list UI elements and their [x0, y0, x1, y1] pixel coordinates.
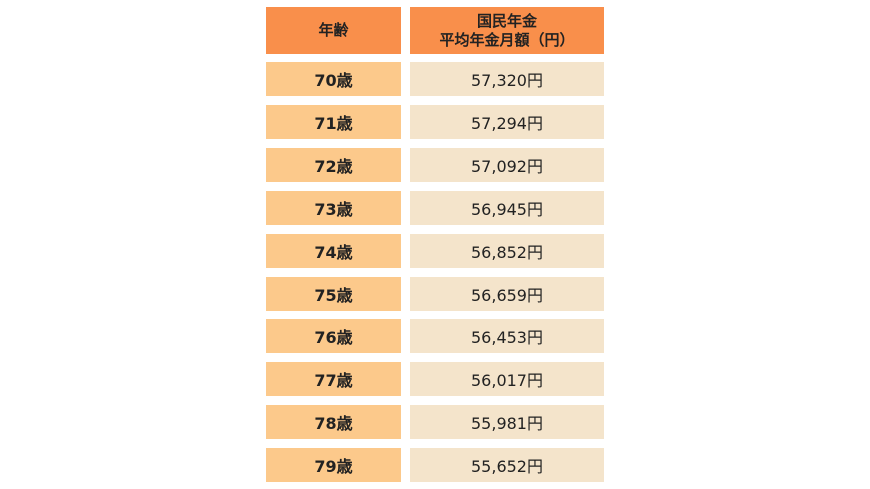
age-cell: 70歳: [266, 62, 401, 96]
age-cell: 77歳: [266, 362, 401, 397]
age-cell: 75歳: [266, 276, 401, 311]
age-cell: 78歳: [266, 405, 401, 440]
age-cell: 74歳: [266, 233, 401, 268]
amount-cell: 56,945円: [410, 190, 604, 225]
amount-cell: 57,092円: [410, 147, 604, 182]
amount-cell: 55,981円: [410, 405, 604, 440]
age-cell: 79歳: [266, 448, 401, 483]
amount-cell: 57,320円: [410, 62, 604, 96]
amount-cell: 55,652円: [410, 448, 604, 483]
amount-cell: 56,852円: [410, 233, 604, 268]
header-cell: 年齢: [266, 7, 401, 54]
amount-cell: 56,453円: [410, 319, 604, 354]
age-cell: 71歳: [266, 104, 401, 139]
header-cell: 国民年金 平均年金月額（円）: [410, 7, 604, 54]
age-cell: 76歳: [266, 319, 401, 354]
amount-cell: 57,294円: [410, 104, 604, 139]
age-cell: 72歳: [266, 147, 401, 182]
amount-cell: 56,017円: [410, 362, 604, 397]
age-cell: 73歳: [266, 190, 401, 225]
amount-cell: 56,659円: [410, 276, 604, 311]
